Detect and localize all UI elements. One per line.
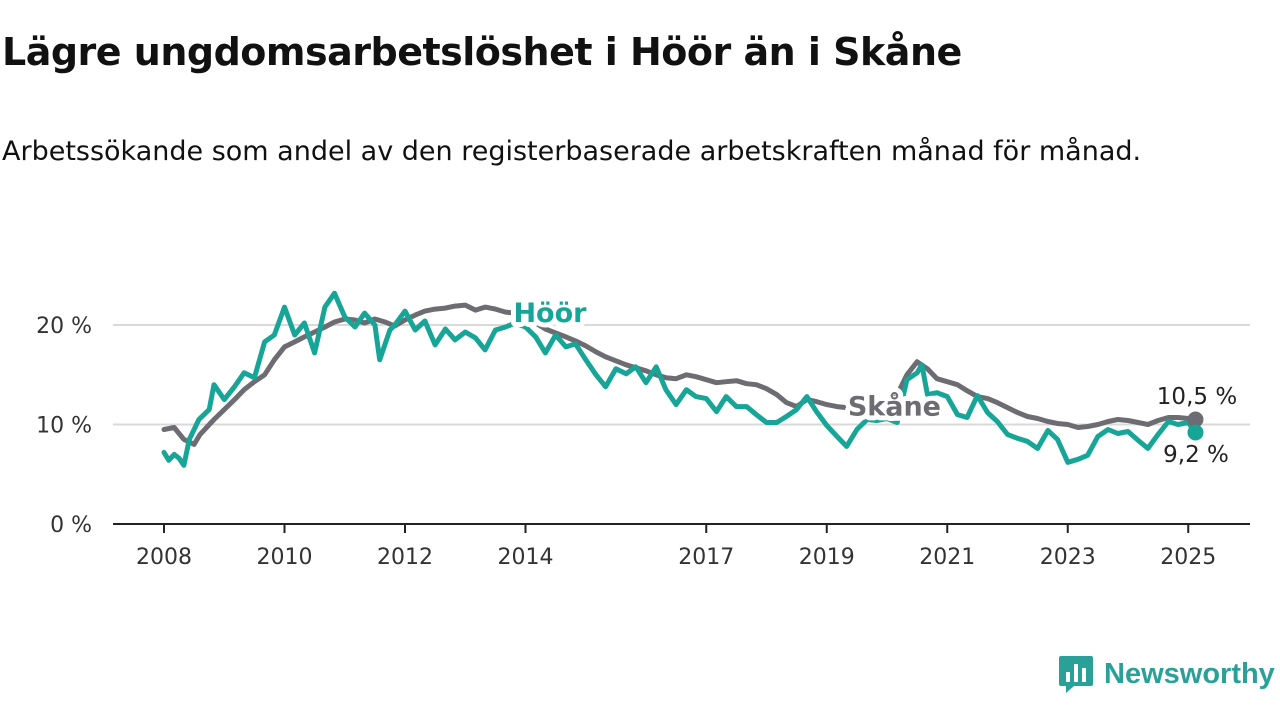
newsworthy-logo[interactable]: Newsworthy	[1058, 652, 1275, 696]
series-line-skane	[161, 302, 1198, 447]
y-tick-label: 20 %	[36, 314, 92, 339]
chart-title: Lägre ungdomsarbetslöshet i Höör än i Sk…	[2, 30, 962, 74]
x-tick-label: 2012	[377, 545, 433, 570]
end-point-skane	[1187, 411, 1204, 428]
y-tick-label: 10 %	[36, 414, 92, 439]
brand-name: Newsworthy	[1104, 657, 1275, 690]
series-label-skane: Skåne	[848, 391, 941, 423]
x-tick-label: 2019	[799, 545, 855, 570]
end-label-skane: 10,5 %	[1157, 384, 1237, 410]
series-lines	[161, 290, 1198, 468]
x-tick-label: 2021	[919, 545, 975, 570]
y-tick-label: 0 %	[50, 513, 92, 538]
x-tick-label: 2010	[257, 545, 313, 570]
end-point-hoor	[1187, 424, 1204, 441]
axes: 0 % 10 % 20 % 2008 2010 2012 2014 2017 2019 2021 2…	[36, 314, 1250, 570]
series-line-hoor	[161, 290, 1198, 468]
x-tick-label: 2014	[498, 545, 554, 570]
x-tick-label: 2023	[1040, 545, 1096, 570]
chart-subtitle: Arbetssökande som andel av den registerb…	[2, 136, 1142, 167]
labels: Höör Skåne 10,5 % 9,2 %	[508, 293, 1240, 471]
bar-chart-speech-bubble-icon	[1059, 656, 1093, 693]
x-tick-label: 2008	[136, 545, 192, 570]
end-label-hoor: 9,2 %	[1163, 442, 1229, 468]
x-tick-label: 2025	[1160, 545, 1216, 570]
x-tick-label: 2017	[678, 545, 734, 570]
series-label-hoor: Höör	[513, 298, 587, 329]
